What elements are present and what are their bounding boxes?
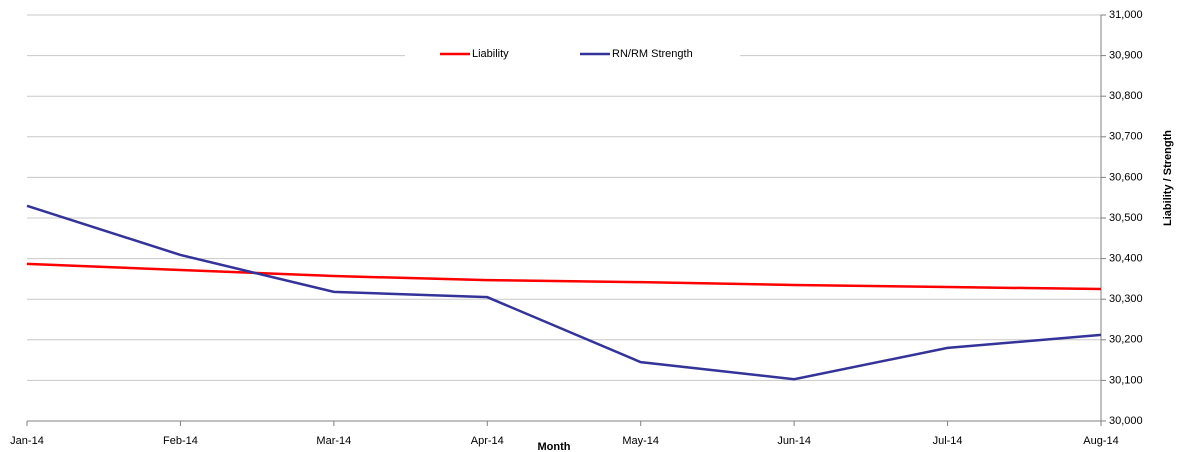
legend-label: RN/RM Strength bbox=[612, 48, 693, 60]
x-tick-label: Jul-14 bbox=[933, 435, 963, 447]
y-tick-label: 30,900 bbox=[1109, 50, 1143, 62]
x-tick-label: May-14 bbox=[622, 435, 659, 447]
legend-box bbox=[405, 44, 740, 64]
x-tick-label: Jun-14 bbox=[777, 435, 811, 447]
y-tick-label: 30,800 bbox=[1109, 90, 1143, 102]
x-tick-label: Apr-14 bbox=[471, 435, 504, 447]
y-tick-label: 30,700 bbox=[1109, 131, 1143, 143]
series-line bbox=[26, 262, 1102, 291]
y-tick-label: 30,000 bbox=[1109, 415, 1143, 427]
y-tick-label: 31,000 bbox=[1109, 9, 1143, 21]
x-tick-label: Aug-14 bbox=[1083, 435, 1118, 447]
y-tick-label: 30,200 bbox=[1109, 334, 1143, 346]
x-axis-title: Month bbox=[538, 441, 571, 452]
x-tick-label: Jan-14 bbox=[10, 435, 44, 447]
y-tick-label: 30,400 bbox=[1109, 253, 1143, 265]
y-tick-label: 30,500 bbox=[1109, 212, 1143, 224]
x-tick-label: Feb-14 bbox=[163, 435, 198, 447]
y-tick-label: 30,600 bbox=[1109, 171, 1143, 183]
y-tick-label: 30,300 bbox=[1109, 293, 1143, 305]
y-tick-label: 30,100 bbox=[1109, 374, 1143, 386]
y-axis-title: Liability / Strength bbox=[1162, 130, 1174, 226]
legend-label: Liability bbox=[472, 48, 509, 60]
x-tick-label: Mar-14 bbox=[316, 435, 351, 447]
series-line bbox=[26, 204, 1102, 381]
